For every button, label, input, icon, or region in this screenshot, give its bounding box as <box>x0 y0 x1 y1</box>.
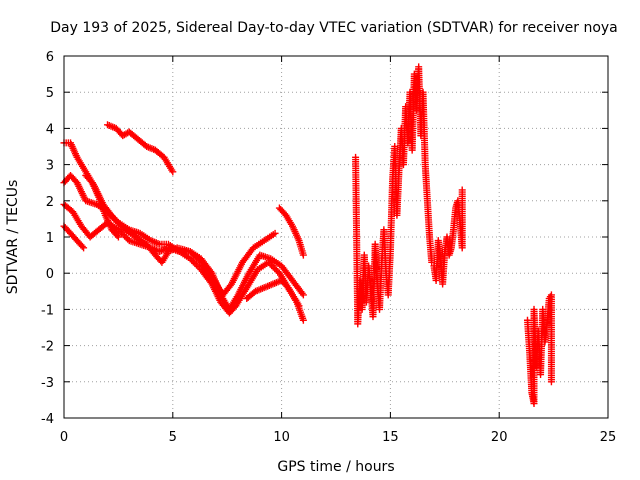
data-point <box>189 251 197 259</box>
data-point <box>271 229 279 237</box>
y-axis-label: SDTVAR / TECUs <box>5 180 21 295</box>
data-point <box>194 255 202 263</box>
y-tick-label: 2 <box>46 195 54 210</box>
data-point <box>428 258 436 266</box>
y-tick-label: 4 <box>46 122 54 137</box>
data-point <box>194 262 202 270</box>
data-point <box>80 244 88 252</box>
data-point <box>547 378 555 386</box>
data-point <box>266 260 274 268</box>
data-point <box>298 289 306 297</box>
data-point <box>268 261 276 269</box>
y-tick-label: 3 <box>46 159 54 174</box>
series-arc-d <box>60 222 88 252</box>
series-cluster-14h <box>352 63 436 328</box>
data-point <box>299 291 307 299</box>
axis-ticks: 0 5 10 15 20 25 -4 -3 -2 -1 0 1 2 3 4 5 6 <box>41 50 616 445</box>
data-point <box>191 252 199 260</box>
series-arc-f <box>104 121 177 176</box>
data-point <box>299 251 307 259</box>
data-point <box>186 255 194 263</box>
y-tick-label: -1 <box>41 303 54 318</box>
data-point <box>116 227 124 235</box>
y-tick-label: 0 <box>46 267 54 282</box>
y-tick-label: -4 <box>41 412 54 427</box>
series-cluster-17h <box>430 186 466 288</box>
data-point <box>192 254 200 262</box>
series-arc-g <box>243 276 307 324</box>
data-point <box>113 232 121 240</box>
grid <box>64 56 608 418</box>
y-tick-label: 6 <box>46 50 54 65</box>
x-axis-label: GPS time / hours <box>277 459 394 475</box>
data-point <box>114 233 122 241</box>
data-point <box>458 186 466 194</box>
series-arc-c <box>60 200 279 299</box>
x-tick-label: 20 <box>491 430 508 445</box>
x-tick-label: 10 <box>273 430 290 445</box>
data-point <box>299 316 307 324</box>
data-point <box>119 230 127 238</box>
data-point <box>188 256 196 264</box>
data-point <box>108 212 116 220</box>
data-point <box>189 258 197 266</box>
x-tick-label: 5 <box>169 430 177 445</box>
data-point <box>192 261 200 269</box>
data-point <box>169 168 177 176</box>
series-arc-e <box>82 171 122 241</box>
data-point <box>121 232 129 240</box>
data-point <box>186 247 194 255</box>
x-tick-label: 15 <box>382 430 399 445</box>
x-tick-label: 25 <box>600 430 617 445</box>
series-arc-h <box>275 204 307 259</box>
data-point <box>111 215 119 223</box>
data-point <box>191 259 199 267</box>
data-point <box>265 258 273 266</box>
data-point <box>110 214 118 222</box>
data-point <box>188 249 196 257</box>
y-tick-label: 1 <box>46 231 54 246</box>
y-tick-label: -3 <box>41 376 54 391</box>
data-point <box>269 263 277 271</box>
data-point <box>272 266 280 274</box>
data-point <box>78 242 86 250</box>
y-tick-label: 5 <box>46 86 54 101</box>
data-point <box>122 234 130 242</box>
chart-title: Day 193 of 2025, Sidereal Day-to-day VTE… <box>50 20 618 36</box>
x-tick-label: 0 <box>60 430 68 445</box>
data-point <box>118 229 126 237</box>
y-tick-label: -2 <box>41 340 54 355</box>
series-cluster-22h <box>523 291 555 408</box>
data-point <box>271 265 279 273</box>
data-point <box>114 226 122 234</box>
plot-area <box>60 63 555 408</box>
